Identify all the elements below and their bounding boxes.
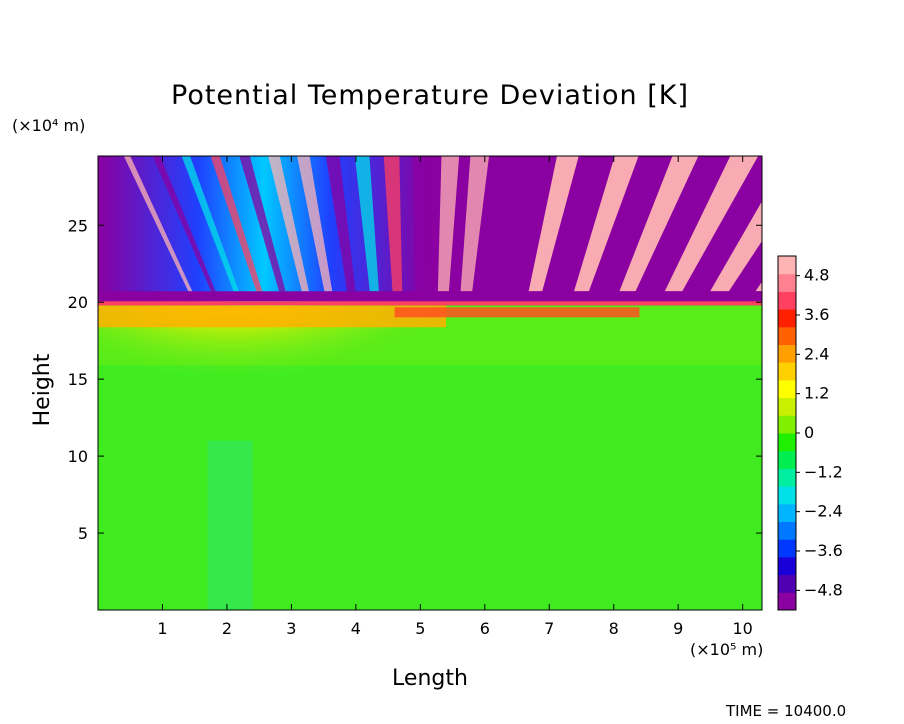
wave-ray [755, 281, 762, 292]
wave-ray [505, 156, 549, 292]
colorbar-tick-label: 4.8 [804, 266, 829, 285]
x-tick-label: 3 [286, 619, 296, 638]
y-axis-unit: (×10⁴ m) [12, 116, 86, 135]
x-axis-unit: (×10⁵ m) [690, 640, 764, 659]
plot-frame [97, 155, 763, 611]
colorbar-segment [778, 256, 796, 275]
wave-ray [383, 156, 403, 292]
colorbar-segment [778, 273, 796, 292]
colorbar-tick-label: −1.2 [804, 462, 843, 481]
field-tropopause-line [98, 301, 762, 306]
wave-ray [687, 156, 762, 292]
x-tick-label: 1 [157, 619, 167, 638]
field-plume [207, 440, 253, 610]
wave-ray [210, 156, 263, 292]
x-tick-label: 8 [609, 619, 619, 638]
colorbar-segment [778, 415, 796, 434]
wave-ray [412, 156, 430, 292]
colorbar-segment [778, 556, 796, 576]
colorbar-tick-label: 1.2 [804, 384, 829, 403]
colorbar: 4.8 3.6 2.4 1.2 0 −1.2 −2.4 −3.6 −4.8 [777, 255, 843, 611]
colorbar-tick-label: 0 [804, 423, 814, 442]
x-axis-label: Length [392, 666, 468, 691]
wave-ray [574, 156, 639, 292]
wave-ray [354, 156, 379, 292]
wave-ray [551, 156, 609, 292]
colorbar-segment [778, 344, 796, 363]
y-axis: 5 10 15 20 25 [68, 216, 762, 543]
wave-ray [181, 156, 239, 292]
x-tick-label: 2 [222, 619, 232, 638]
wave-ray [123, 156, 193, 292]
y-tick-label: 5 [78, 524, 88, 543]
wave-ray [528, 156, 579, 292]
x-tick-label: 6 [480, 619, 490, 638]
y-tick-label: 10 [68, 447, 88, 466]
y-tick-label: 15 [68, 370, 88, 389]
colorbar-tick-label: 2.4 [804, 344, 829, 363]
colorbar-segment [778, 486, 796, 505]
colorbar-segment [778, 362, 796, 381]
colorbar-segment [778, 592, 796, 611]
colorbar-tick-label: −4.8 [804, 580, 843, 599]
colorbar-tick-label: −3.6 [804, 541, 843, 560]
wave-ray [152, 156, 216, 292]
wave-ray [710, 201, 762, 292]
x-tick-label: 5 [415, 619, 425, 638]
colorbar-segment [778, 539, 796, 558]
field-warm-band-right [394, 307, 640, 318]
colorbar-segment [778, 309, 796, 328]
x-tick-label: 10 [732, 619, 752, 638]
field-tropopause-band [98, 291, 762, 302]
colorbar-segment [778, 326, 796, 345]
wave-ray [732, 244, 762, 292]
colorbar-segment [778, 503, 796, 522]
colorbar-segment [778, 574, 796, 593]
time-stamp: TIME = 10400.0 [726, 702, 847, 720]
x-tick-label: 9 [673, 619, 683, 638]
colorbar-segment [778, 521, 796, 540]
colorbar-segment [778, 450, 796, 469]
x-tick-label: 4 [351, 619, 361, 638]
plot-area [98, 156, 762, 610]
wave-ray [437, 156, 460, 292]
y-tick-label: 20 [68, 293, 88, 312]
colorbar-segment [778, 468, 796, 487]
colorbar-segment [778, 291, 796, 310]
wave-ray [483, 156, 519, 292]
colorbar-segment [778, 379, 796, 399]
colorbar-segment [778, 397, 796, 416]
wave-ray [619, 156, 699, 292]
field-warm-band [98, 305, 447, 328]
wave-ray [596, 156, 669, 292]
x-tick-label: 7 [544, 619, 554, 638]
x-axis: 1 2 3 4 5 6 7 8 9 10 [157, 156, 753, 638]
wave-ray [297, 156, 333, 292]
colorbar-segment [778, 433, 796, 452]
y-tick-label: 25 [68, 216, 88, 235]
chart-title: Potential Temperature Deviation [K] [171, 80, 689, 111]
wave-ray [325, 156, 356, 292]
colorbar-tick-label: −2.4 [804, 502, 843, 521]
wave-ray [239, 156, 286, 292]
colorbar-tick-label: 3.6 [804, 305, 829, 324]
wave-ray [460, 156, 490, 292]
wave-ray [268, 156, 309, 292]
wave-ray [642, 156, 729, 292]
wave-ray [664, 156, 759, 292]
